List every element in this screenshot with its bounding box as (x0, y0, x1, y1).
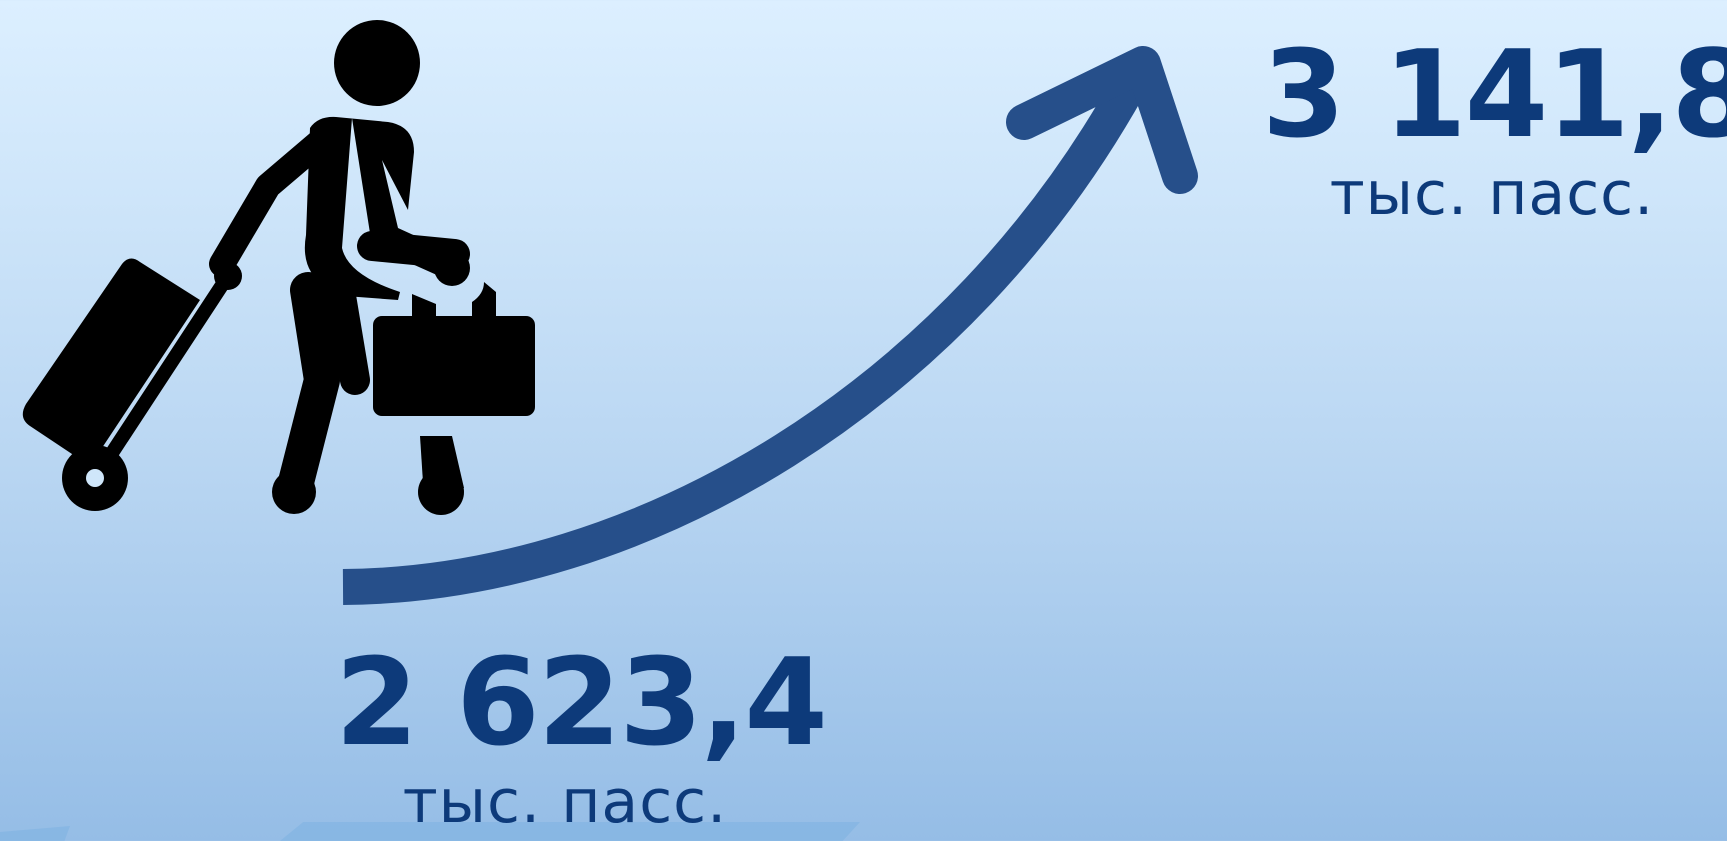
start-passenger-unit: тыс. пасс. (402, 767, 728, 837)
end-passenger-value: 3 141,8 (1262, 26, 1727, 165)
start-passenger-value: 2 623,4 (335, 634, 828, 773)
traveler-with-luggage-icon (22, 20, 535, 515)
decorative-band-middle (280, 822, 860, 841)
start-passenger-stat: 2 623,4 тыс. пасс. (335, 634, 828, 837)
upward-arrow-icon (342, 46, 1198, 605)
end-passenger-unit: тыс. пасс. (1329, 159, 1655, 229)
end-passenger-stat: 3 141,8 тыс. пасс. (1262, 26, 1727, 229)
